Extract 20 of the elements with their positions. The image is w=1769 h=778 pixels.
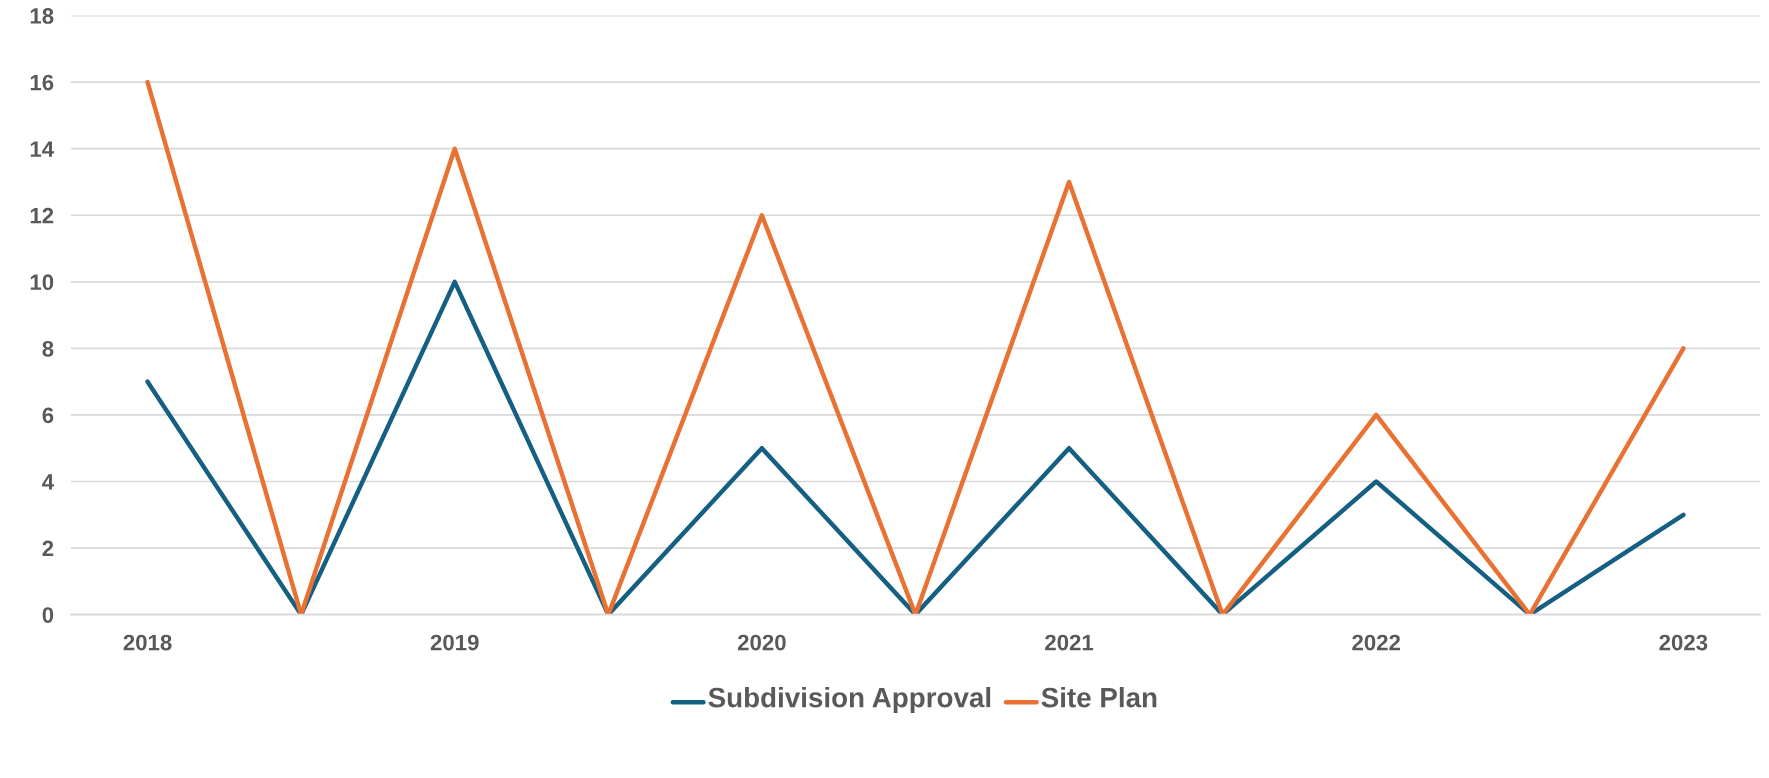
line-series <box>145 279 1686 615</box>
x-tick-label: 2019 <box>430 634 479 651</box>
x-tick-label: 2018 <box>123 634 172 651</box>
legend-label: Subdivision Approval <box>708 687 991 713</box>
x-tick-label: 2021 <box>1045 634 1094 651</box>
x-tick-label: 2023 <box>1659 634 1708 651</box>
y-tick-label: 0 <box>42 607 54 623</box>
legend-label: Site Plan <box>1041 687 1157 708</box>
y-tick-label: 6 <box>42 407 54 424</box>
y-tick-label: 14 <box>30 141 54 157</box>
y-tick-label: 18 <box>30 8 54 24</box>
y-tick-label: 12 <box>30 207 54 224</box>
y-tick-label: 16 <box>30 74 54 91</box>
x-tick-label: 2020 <box>737 634 786 651</box>
y-tick-label: 4 <box>42 474 54 490</box>
y-tick-label: 10 <box>30 274 54 291</box>
line-series <box>145 79 1686 615</box>
x-tick-label: 2022 <box>1352 634 1401 651</box>
y-tick-label: 8 <box>42 340 54 357</box>
y-tick-label: 2 <box>42 540 54 557</box>
